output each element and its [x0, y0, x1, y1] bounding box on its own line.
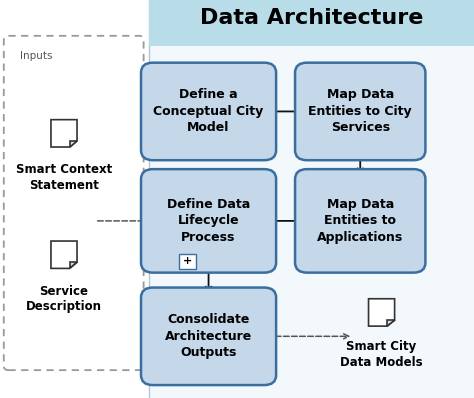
FancyBboxPatch shape — [141, 63, 276, 160]
FancyBboxPatch shape — [295, 63, 425, 160]
Text: Data Architecture: Data Architecture — [200, 8, 423, 28]
FancyBboxPatch shape — [149, 0, 474, 46]
Polygon shape — [369, 299, 395, 326]
Text: Smart Context
Statement: Smart Context Statement — [16, 163, 112, 192]
Text: Inputs: Inputs — [20, 51, 53, 61]
FancyBboxPatch shape — [179, 254, 196, 269]
Polygon shape — [70, 141, 77, 147]
Text: Smart City
Data Models: Smart City Data Models — [340, 340, 423, 369]
Polygon shape — [51, 241, 77, 268]
Polygon shape — [51, 120, 77, 147]
Text: Map Data
Entities to
Applications: Map Data Entities to Applications — [317, 198, 403, 244]
FancyBboxPatch shape — [295, 169, 425, 273]
Text: Define a
Conceptual City
Model: Define a Conceptual City Model — [154, 88, 264, 135]
Text: +: + — [182, 256, 192, 267]
FancyBboxPatch shape — [141, 287, 276, 385]
FancyBboxPatch shape — [149, 0, 474, 398]
Text: Consolidate
Architecture
Outputs: Consolidate Architecture Outputs — [165, 313, 252, 359]
Text: Map Data
Entities to City
Services: Map Data Entities to City Services — [309, 88, 412, 135]
FancyBboxPatch shape — [0, 0, 149, 398]
Polygon shape — [70, 262, 77, 268]
FancyBboxPatch shape — [141, 169, 276, 273]
Polygon shape — [387, 320, 395, 326]
Text: Define Data
Lifecycle
Process: Define Data Lifecycle Process — [167, 198, 250, 244]
Text: Service
Description: Service Description — [26, 285, 102, 313]
